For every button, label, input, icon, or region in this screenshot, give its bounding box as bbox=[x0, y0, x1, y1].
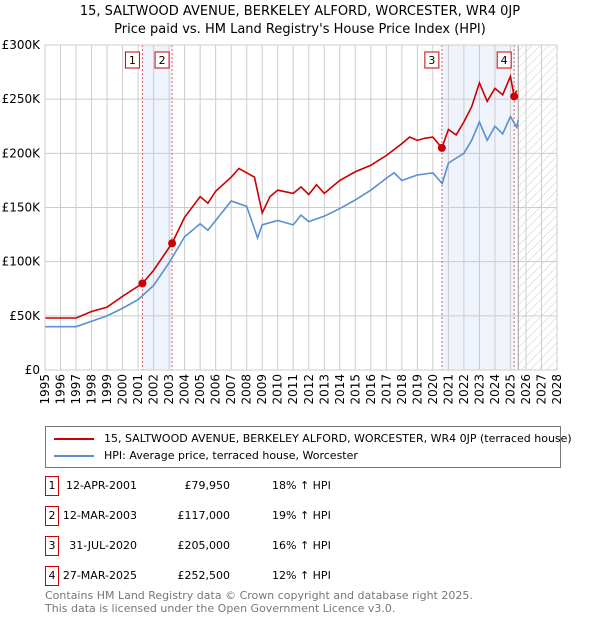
x-tick-label: 2003 bbox=[162, 374, 176, 405]
sale-point bbox=[168, 239, 177, 248]
x-tick-label: 2011 bbox=[286, 374, 300, 405]
legend-label: 15, SALTWOOD AVENUE, BERKELEY ALFORD, WO… bbox=[104, 432, 572, 445]
sale-point bbox=[510, 92, 519, 101]
x-tick-label: 2007 bbox=[224, 374, 238, 405]
sale-marker-number: 3 bbox=[45, 536, 59, 556]
y-tick-label: £0 bbox=[25, 363, 40, 377]
sale-point bbox=[437, 143, 446, 152]
sale-marker-number: 4 bbox=[45, 566, 59, 586]
x-tick-label: 1999 bbox=[100, 374, 114, 405]
legend-swatch-blue bbox=[54, 454, 94, 457]
x-tick-label: 2018 bbox=[395, 374, 409, 405]
sale-hpi: 19% ↑ HPI bbox=[272, 509, 331, 522]
y-tick-label: £200K bbox=[2, 146, 42, 160]
y-tick-label: £150K bbox=[2, 201, 42, 215]
sale-price: £79,950 bbox=[184, 479, 231, 492]
x-tick-label: 1997 bbox=[69, 374, 83, 405]
x-tick-label: 2020 bbox=[426, 374, 440, 405]
x-tick-label: 2027 bbox=[534, 374, 548, 405]
x-tick-label: 2028 bbox=[550, 374, 564, 405]
sale-date: 12-MAR-2003 bbox=[62, 509, 137, 522]
x-tick-label: 1996 bbox=[54, 374, 68, 405]
sale-hpi: 12% ↑ HPI bbox=[272, 569, 331, 582]
legend: 15, SALTWOOD AVENUE, BERKELEY ALFORD, WO… bbox=[45, 426, 572, 468]
sale-marker-label: 2 bbox=[159, 54, 166, 67]
x-tick-label: 1998 bbox=[85, 374, 99, 405]
sale-hpi: 18% ↑ HPI bbox=[272, 479, 331, 492]
sale-price: £252,500 bbox=[177, 569, 231, 582]
subtitle-line: Price paid vs. HM Land Registry's House … bbox=[114, 22, 486, 37]
sale-hpi: 16% ↑ HPI bbox=[272, 539, 331, 552]
x-tick-label: 2022 bbox=[457, 374, 471, 405]
plot-svg: 1995 1996 1997 1998 1999 2000 2001 2002 2003 2004… bbox=[2, 38, 564, 405]
x-tick-label: 2014 bbox=[333, 374, 347, 405]
x-tick-label: 2025 bbox=[503, 374, 517, 405]
chart-title: 15, SALTWOOD AVENUE, BERKELEY ALFORD, WO… bbox=[0, 3, 600, 39]
sale-marker-label: 4 bbox=[501, 54, 508, 67]
table-row: 4 27-MAR-2025 £252,500 12% ↑ HPI bbox=[45, 566, 445, 586]
sale-date: 27-MAR-2025 bbox=[62, 569, 137, 582]
table-row: 3 31-JUL-2020 £205,000 16% ↑ HPI bbox=[45, 536, 445, 556]
x-tick-label: 2021 bbox=[441, 374, 455, 405]
x-tick-label: 2005 bbox=[193, 374, 207, 405]
legend-item-hpi: HPI: Average price, terraced house, Worc… bbox=[54, 449, 358, 462]
x-tick-label: 2013 bbox=[317, 374, 331, 405]
legend-swatch-red bbox=[54, 437, 94, 440]
sale-marker-box bbox=[154, 51, 170, 69]
sale-marker-label: 1 bbox=[129, 54, 136, 67]
x-tick-label: 2008 bbox=[240, 374, 254, 405]
sale-marker-box bbox=[496, 51, 512, 69]
y-tick-label: £250K bbox=[2, 92, 42, 106]
x-tick-label: 2009 bbox=[255, 374, 269, 405]
property-price-line bbox=[45, 73, 518, 319]
title-line: 15, SALTWOOD AVENUE, BERKELEY ALFORD, WO… bbox=[79, 4, 521, 19]
legend-label: HPI: Average price, terraced house, Worc… bbox=[104, 449, 358, 462]
x-tick-label: 2006 bbox=[209, 374, 223, 405]
x-tick-label: 2019 bbox=[410, 374, 424, 405]
x-tick-label: 2016 bbox=[364, 374, 378, 405]
footer: Contains HM Land Registry data © Crown c… bbox=[45, 589, 473, 615]
y-tick-label: £100K bbox=[2, 255, 42, 269]
x-tick-label: 2002 bbox=[147, 374, 161, 405]
footer-line: Contains HM Land Registry data © Crown c… bbox=[45, 589, 473, 602]
x-tick-label: 2015 bbox=[348, 374, 362, 405]
y-tick-label: £300K bbox=[2, 38, 42, 52]
x-tick-label: 1995 bbox=[38, 374, 52, 405]
sale-marker-number: 2 bbox=[45, 506, 59, 526]
x-tick-label: 2023 bbox=[472, 374, 486, 405]
sale-marker-box bbox=[124, 51, 140, 69]
x-tick-label: 2004 bbox=[178, 374, 192, 405]
x-tick-label: 2024 bbox=[488, 374, 502, 405]
sale-marker-label: 3 bbox=[428, 54, 435, 67]
x-tick-label: 2000 bbox=[116, 374, 130, 405]
table-row: 1 12-APR-2001 £79,950 18% ↑ HPI bbox=[45, 476, 445, 496]
x-tick-label: 2001 bbox=[131, 374, 145, 405]
y-tick-label: £50K bbox=[9, 309, 41, 323]
sale-date: 31-JUL-2020 bbox=[69, 539, 137, 552]
sale-marker-number: 1 bbox=[45, 476, 59, 496]
x-tick-label: 2012 bbox=[302, 374, 316, 405]
plot-frame bbox=[44, 44, 558, 371]
sale-date: 12-APR-2001 bbox=[65, 479, 137, 492]
table-row: 2 12-MAR-2003 £117,000 19% ↑ HPI bbox=[45, 506, 445, 526]
x-tick-label: 2026 bbox=[519, 374, 533, 405]
x-tick-label: 2010 bbox=[271, 374, 285, 405]
sale-price: £117,000 bbox=[177, 509, 231, 522]
sale-price: £205,000 bbox=[177, 539, 231, 552]
legend-item-property: 15, SALTWOOD AVENUE, BERKELEY ALFORD, WO… bbox=[54, 432, 572, 445]
sale-point bbox=[138, 279, 147, 288]
x-tick-label: 2017 bbox=[379, 374, 393, 405]
footer-line: This data is licensed under the Open Gov… bbox=[45, 602, 396, 615]
hpi-line bbox=[45, 114, 519, 328]
sale-marker-box bbox=[424, 51, 440, 69]
